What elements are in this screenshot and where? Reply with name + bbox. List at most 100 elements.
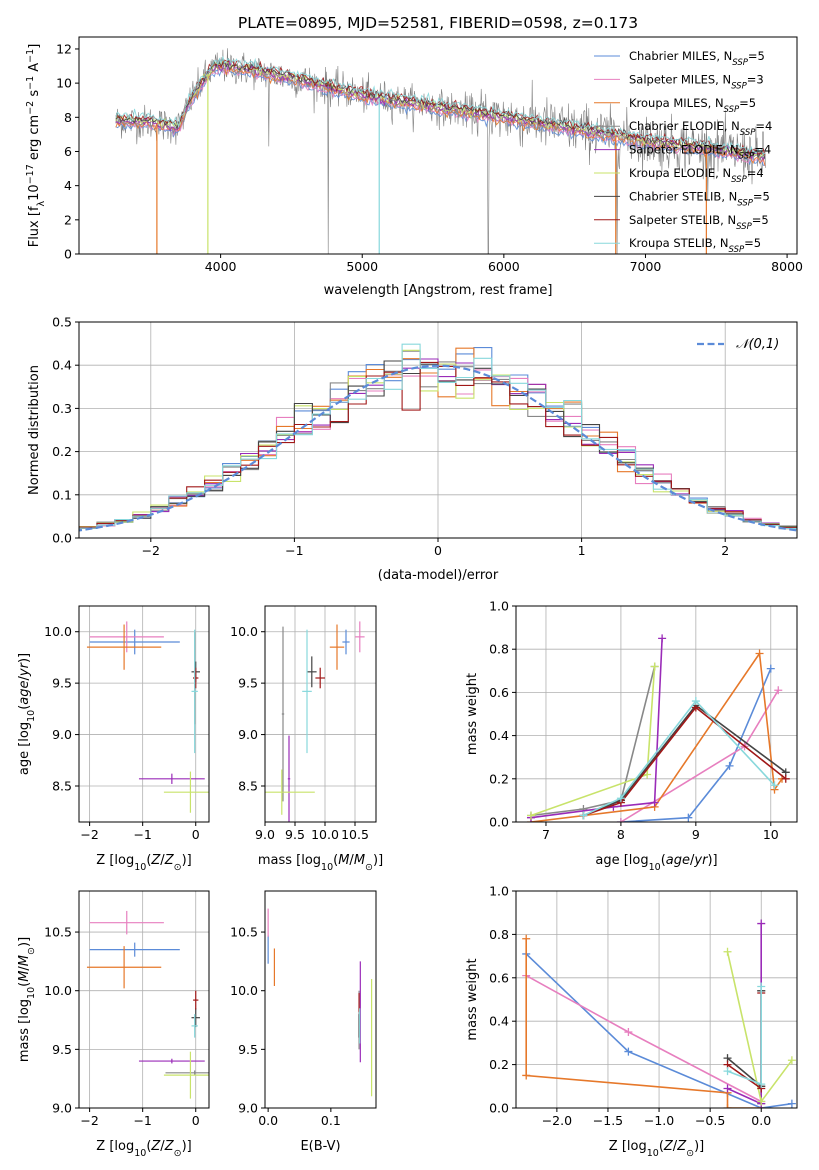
point-chabrier_elodie bbox=[165, 1070, 209, 1076]
series-line bbox=[583, 704, 787, 817]
y-tick-label: 0 bbox=[64, 247, 72, 262]
y-tick-label: 1.0 bbox=[489, 599, 509, 614]
y-tick-label: 9.0 bbox=[52, 1101, 72, 1116]
age_vs_Z-axes: −2 −1 0 8.5 9.0 9.5 10.0 Z [log10(Z/Z⊙)] age [lo… bbox=[17, 605, 210, 873]
y-tick-label: 9.0 bbox=[238, 727, 258, 742]
model-spectrum-kroupa_stelib bbox=[115, 55, 766, 156]
mass_vs_ebv-plot-area bbox=[267, 908, 373, 1097]
x-tick-label: 6000 bbox=[488, 259, 520, 274]
x-axis-label: wavelength [Angstrom, rest frame] bbox=[324, 283, 553, 298]
x-tick-label: −0.5 bbox=[695, 1113, 725, 1128]
series-marker bbox=[643, 770, 652, 779]
series-salpeter_elodie bbox=[723, 919, 766, 1108]
point-kroupa_elodie bbox=[163, 771, 209, 813]
point-chabrier_miles bbox=[89, 629, 180, 655]
y-tick-label: 0.5 bbox=[52, 315, 72, 330]
y-tick-label: 9.0 bbox=[52, 727, 72, 742]
x-tick-label: 9.0 bbox=[255, 827, 275, 842]
series-kroupa_stelib bbox=[723, 982, 766, 1089]
axes-frame bbox=[78, 36, 798, 255]
x-tick-label: 0 bbox=[192, 827, 200, 842]
x-tick-label: 10.5 bbox=[341, 827, 369, 842]
y-tick-label: 2 bbox=[64, 212, 72, 227]
series-kroupa_miles bbox=[522, 934, 766, 1108]
y-tick-label: 10.0 bbox=[230, 983, 258, 998]
massweight_vs_age-plot-area bbox=[526, 634, 790, 822]
figure-title: PLATE=0895, MJD=52581, FIBERID=0598, z=0… bbox=[238, 14, 638, 32]
series-line bbox=[620, 668, 772, 822]
series-marker bbox=[723, 1084, 732, 1093]
x-tick-label: −2 bbox=[80, 827, 98, 842]
massweight_vs_Z-frame: −2.0 −1.5 −1.0 −0.5 0.0 0.0 0.2 0.4 0.6 0.8 1.0 Z [… bbox=[465, 884, 798, 1159]
x-tick-label: 9.5 bbox=[285, 827, 305, 842]
y-tick-label: 0.0 bbox=[52, 531, 72, 546]
x-axis-label: age [log10(age/yr)] bbox=[595, 853, 717, 873]
y-tick-label: 0.1 bbox=[52, 487, 72, 502]
x-tick-label: 1 bbox=[578, 543, 586, 558]
series-line bbox=[726, 990, 763, 1089]
point-chabrier_stelib bbox=[307, 656, 317, 688]
series-marker bbox=[624, 1028, 633, 1037]
spectrum-plot-area bbox=[115, 48, 766, 254]
x-tick-label: 0.0 bbox=[258, 1113, 278, 1128]
series-marker bbox=[723, 1104, 732, 1108]
spectrum-frame: 4000 5000 6000 7000 8000 0 2 4 6 8 10 12 wavelength … bbox=[25, 36, 803, 298]
series-marker bbox=[757, 919, 766, 928]
axes-frame bbox=[515, 605, 798, 823]
mass_vs_Z-frame: −2 −1 0 9.0 9.5 10.0 10.5 Z [log10(Z/Z⊙)] mass [… bbox=[17, 890, 210, 1159]
point-chabrier_miles bbox=[89, 942, 180, 957]
series-kroupa_elodie bbox=[526, 662, 659, 820]
series-marker bbox=[781, 774, 790, 783]
y-axis-label: age [log10(age/yr)] bbox=[17, 653, 37, 775]
series-marker bbox=[723, 1067, 732, 1076]
x-tick-label: 8000 bbox=[771, 259, 803, 274]
point-kroupa_elodie bbox=[163, 1051, 209, 1099]
y-tick-label: 0.0 bbox=[489, 1101, 509, 1116]
mass_vs_Z-axes: −2 −1 0 9.0 9.5 10.0 10.5 Z [log10(Z/Z⊙)] mass [… bbox=[17, 890, 210, 1159]
series-marker bbox=[684, 813, 693, 822]
x-tick-label: −2 bbox=[80, 1113, 98, 1128]
point-kroupa_stelib bbox=[302, 629, 312, 754]
massweight_vs_age-axes: 7 8 9 10 0.0 0.2 0.4 0.6 0.8 1.0 age [log10(age/yr… bbox=[465, 599, 798, 873]
point-chabrier_elodie bbox=[281, 626, 285, 802]
x-tick-label: −1 bbox=[133, 1113, 151, 1128]
x-axis-label: (data-model)/error bbox=[378, 568, 499, 583]
point-kroupa_stelib bbox=[191, 629, 198, 754]
legend-label-chabrier_miles: Chabrier MILES, NSSP=5 bbox=[629, 49, 765, 68]
massweight_vs_Z-axes: −2.0 −1.5 −1.0 −0.5 0.0 0.0 0.2 0.4 0.6 0.8 1.0 Z [… bbox=[465, 884, 798, 1159]
x-tick-label: −1.0 bbox=[644, 1113, 674, 1128]
residual_hist-axes: −2 −1 0 1 2 0.0 0.1 0.2 0.3 0.4 0.5 𝒩(0,1) (data-mod… bbox=[27, 315, 798, 583]
point-salpeter_stelib bbox=[315, 667, 325, 689]
x-tick-label: 9 bbox=[692, 827, 700, 842]
point-salpeter_elodie bbox=[138, 773, 205, 784]
point-salpeter_stelib bbox=[193, 667, 199, 689]
axes-frame bbox=[264, 605, 377, 823]
series-marker bbox=[691, 697, 700, 706]
y-tick-label: 10.0 bbox=[44, 624, 72, 639]
mass_vs_ebv-frame: 0.0 0.1 9.0 9.5 10.0 10.5 E(B-V) bbox=[230, 890, 377, 1154]
x-axis-label: Z [log10(Z/Z⊙)] bbox=[96, 1139, 191, 1159]
series-line bbox=[530, 666, 656, 817]
x-tick-label: 7000 bbox=[630, 259, 662, 274]
series-marker bbox=[522, 934, 531, 943]
legend-label-kroupa_stelib: Kroupa STELIB, NSSP=5 bbox=[629, 236, 761, 255]
series-kroupa_elodie bbox=[723, 947, 796, 1106]
y-tick-label: 10 bbox=[56, 76, 72, 91]
series-marker bbox=[787, 1056, 796, 1065]
x-tick-label: −1.5 bbox=[593, 1113, 623, 1128]
series-marker bbox=[787, 1099, 796, 1108]
series-kroupa_stelib bbox=[579, 697, 779, 820]
y-tick-label: 10.0 bbox=[44, 983, 72, 998]
axes-frame bbox=[515, 890, 798, 1109]
series-line bbox=[525, 953, 793, 1108]
legend-label-salpeter_elodie: Salpeter ELODIE, NSSP=4 bbox=[629, 143, 771, 162]
series-marker bbox=[616, 818, 625, 822]
massweight_vs_Z-plot-area bbox=[522, 919, 796, 1108]
y-tick-label: 9.5 bbox=[238, 676, 258, 691]
y-tick-label: 9.0 bbox=[238, 1101, 258, 1116]
x-axis-label: Z [log10(Z/Z⊙)] bbox=[609, 1139, 704, 1159]
series-marker bbox=[650, 662, 659, 671]
